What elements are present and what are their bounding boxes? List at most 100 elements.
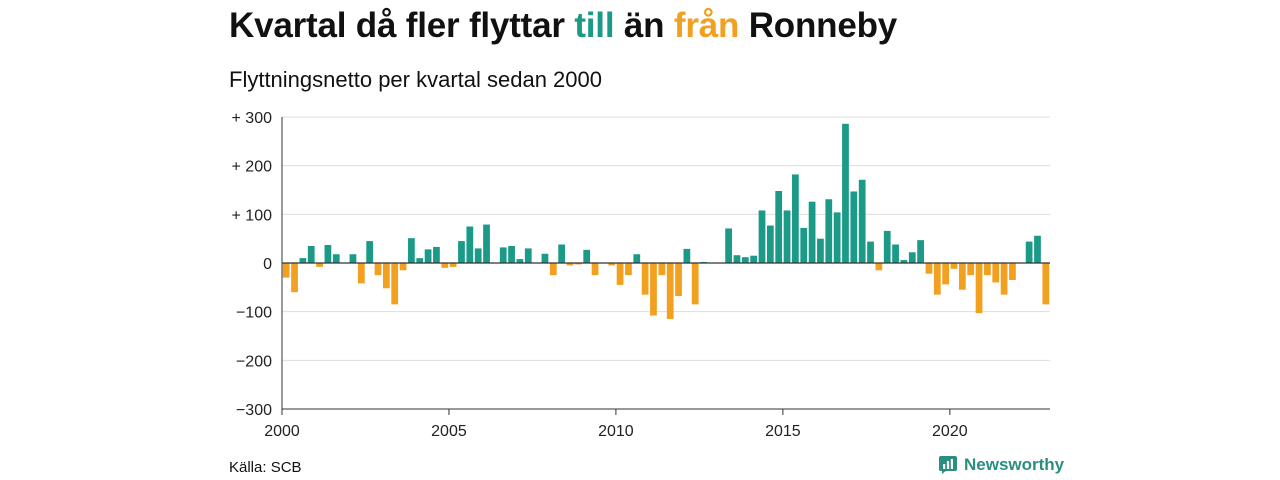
bar-2003-q4 <box>408 238 415 263</box>
title-part-1: Kvartal då fler flyttar <box>229 6 575 45</box>
y-tick-label: 0 <box>263 256 272 273</box>
bar-2010-q2 <box>625 263 632 276</box>
title-till-word: till <box>574 6 615 45</box>
bar-2019-q4 <box>942 263 950 285</box>
bar-2022-q3 <box>1034 235 1041 263</box>
bar-2013-q2 <box>725 228 732 263</box>
bar-2002-q1 <box>349 254 357 263</box>
y-tick-label: −100 <box>236 305 272 322</box>
bar-2013-q4 <box>741 257 749 263</box>
bar-2014-q1 <box>750 255 758 263</box>
bar-2011-q3 <box>666 263 674 319</box>
axes: + 300 + 200 + 100 0 −100 −200 −300 2000 2005 2010… <box>232 110 1050 440</box>
bar-2009-q2 <box>591 263 599 276</box>
bar-2020-q3 <box>967 263 975 276</box>
bar-2021-q1 <box>984 263 991 276</box>
y-tick-label: + 100 <box>232 207 273 224</box>
bar-2017-q4 <box>875 263 883 271</box>
bar-2008-q1 <box>549 263 557 276</box>
bar-2019-q3 <box>933 263 941 295</box>
bar-2012-q2 <box>691 263 699 305</box>
bar-2022-q2 <box>1025 241 1033 263</box>
bar-2011-q1 <box>650 263 657 316</box>
bar-2001-q1 <box>316 263 323 267</box>
bar-2000-q3 <box>299 258 307 263</box>
bar-2009-q4 <box>608 263 616 266</box>
bar-2004-q4 <box>441 263 449 268</box>
bar-2011-q4 <box>675 263 682 297</box>
x-tick-label: 2015 <box>765 423 801 440</box>
bar-2017-q2 <box>858 179 866 263</box>
bar-2019-q2 <box>925 263 933 274</box>
title-part-3: Ronneby <box>739 6 898 45</box>
bar-2002-q3 <box>366 241 374 263</box>
bar-2007-q4 <box>541 253 549 263</box>
bar-2015-q3 <box>800 227 808 263</box>
bar-2005-q4 <box>474 248 482 263</box>
bar-2016-q1 <box>817 238 824 263</box>
bar-2018-q1 <box>883 230 891 263</box>
chart-title: Kvartal då fler flyttar till än från Ron… <box>229 6 897 46</box>
brand-name: Newsworthy <box>964 455 1065 474</box>
x-tick-label: 2010 <box>598 423 634 440</box>
bar-2022-q4 <box>1042 263 1050 305</box>
bar-2012-q1 <box>683 248 691 263</box>
bar-2020-q4 <box>975 263 983 314</box>
bar-2009-q1 <box>583 249 591 263</box>
bar-2004-q3 <box>433 246 440 263</box>
bar-2021-q2 <box>992 263 1000 283</box>
bar-2018-q2 <box>892 244 899 263</box>
y-tick-label: −300 <box>236 402 272 419</box>
bar-2001-q3 <box>332 254 340 263</box>
bar-2014-q3 <box>766 225 774 263</box>
bar-2008-q3 <box>566 263 574 266</box>
bar-2007-q2 <box>524 248 532 263</box>
bar-2014-q4 <box>775 190 783 263</box>
bar-2021-q3 <box>1000 263 1008 295</box>
bar-2010-q4 <box>641 263 649 295</box>
bar-2018-q3 <box>900 260 908 263</box>
bar-2013-q3 <box>733 255 741 263</box>
bar-2010-q1 <box>616 263 624 285</box>
x-tick-label: 2000 <box>264 423 300 440</box>
bar-2011-q2 <box>658 263 666 276</box>
newsworthy-brand: Newsworthy <box>938 455 1064 475</box>
bar-2019-q1 <box>917 240 924 263</box>
bar-2003-q2 <box>391 263 399 305</box>
bar-2017-q1 <box>850 191 858 263</box>
bar-2000-q1 <box>282 263 290 278</box>
bar-2002-q2 <box>357 263 365 284</box>
source-note: Källa: SCB <box>229 459 302 476</box>
bar-2008-q2 <box>558 244 566 263</box>
bar-2000-q2 <box>291 263 298 293</box>
bar-2004-q2 <box>424 249 432 263</box>
bar-2010-q3 <box>633 254 641 263</box>
bar-2014-q2 <box>758 210 766 263</box>
bar-2001-q2 <box>324 244 332 263</box>
bar-2018-q4 <box>908 252 916 263</box>
bar-2003-q1 <box>382 263 390 289</box>
bar-2016-q3 <box>833 212 841 263</box>
bar-2008-q4 <box>574 263 582 265</box>
bar-2007-q1 <box>516 259 524 263</box>
bar-2015-q4 <box>808 201 816 263</box>
bar-2002-q4 <box>374 263 382 276</box>
x-tick-label: 2005 <box>431 423 467 440</box>
bar-2003-q3 <box>399 263 407 271</box>
bar-2004-q1 <box>416 258 424 263</box>
bar-2000-q4 <box>307 245 315 263</box>
bar-2006-q3 <box>499 247 507 263</box>
bar-2015-q2 <box>792 174 799 263</box>
y-tick-label: −200 <box>236 353 272 370</box>
bar-2005-q2 <box>458 241 465 263</box>
bar-2005-q1 <box>449 263 457 267</box>
bar-2005-q3 <box>466 226 474 263</box>
newsworthy-logo-icon <box>939 456 957 474</box>
title-part-2: än <box>614 6 674 45</box>
bar-2017-q3 <box>867 241 874 263</box>
y-tick-label: + 300 <box>232 110 273 127</box>
bar-2021-q4 <box>1009 263 1016 281</box>
chart-subtitle: Flyttningsnetto per kvartal sedan 2000 <box>229 67 603 92</box>
title-fran-word: från <box>673 6 740 45</box>
